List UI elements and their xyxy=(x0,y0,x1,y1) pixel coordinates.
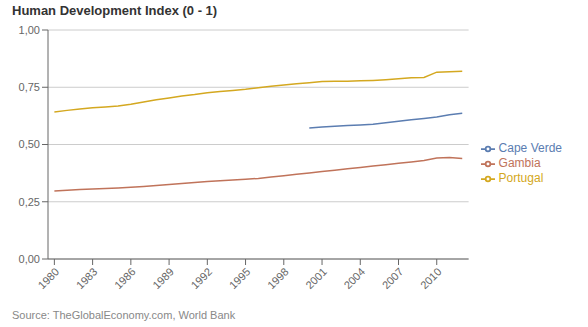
svg-text:1992: 1992 xyxy=(188,265,214,291)
svg-text:1986: 1986 xyxy=(112,265,138,291)
html-text:Portugal: Portugal xyxy=(498,170,544,185)
svg-text:2001: 2001 xyxy=(303,265,329,291)
svg-text:2010: 2010 xyxy=(418,265,444,291)
html-text:Cape Verde: Cape Verde xyxy=(498,141,562,156)
svg-text:1989: 1989 xyxy=(150,265,176,291)
svg-text:0,75: 0,75 xyxy=(19,81,40,93)
svg-text:0,25: 0,25 xyxy=(19,196,40,208)
html-text:Source: TheGlobalEconomy.com,: Source: TheGlobalEconomy.com, World Bank xyxy=(12,309,236,321)
html-text:Human Development Index (0 - 1: Human Development Index (0 - 1) xyxy=(12,3,218,18)
svg-text:2007: 2007 xyxy=(380,265,406,291)
svg-text:1995: 1995 xyxy=(227,265,253,291)
svg-text:1983: 1983 xyxy=(74,265,100,291)
svg-text:0,50: 0,50 xyxy=(19,138,40,150)
svg-text:1,00: 1,00 xyxy=(19,24,40,36)
html-text:Gambia: Gambia xyxy=(498,156,541,171)
svg-text:2004: 2004 xyxy=(341,265,367,291)
svg-text:0,00: 0,00 xyxy=(19,253,40,265)
svg-text:1998: 1998 xyxy=(265,265,291,291)
svg-text:1980: 1980 xyxy=(36,265,62,291)
